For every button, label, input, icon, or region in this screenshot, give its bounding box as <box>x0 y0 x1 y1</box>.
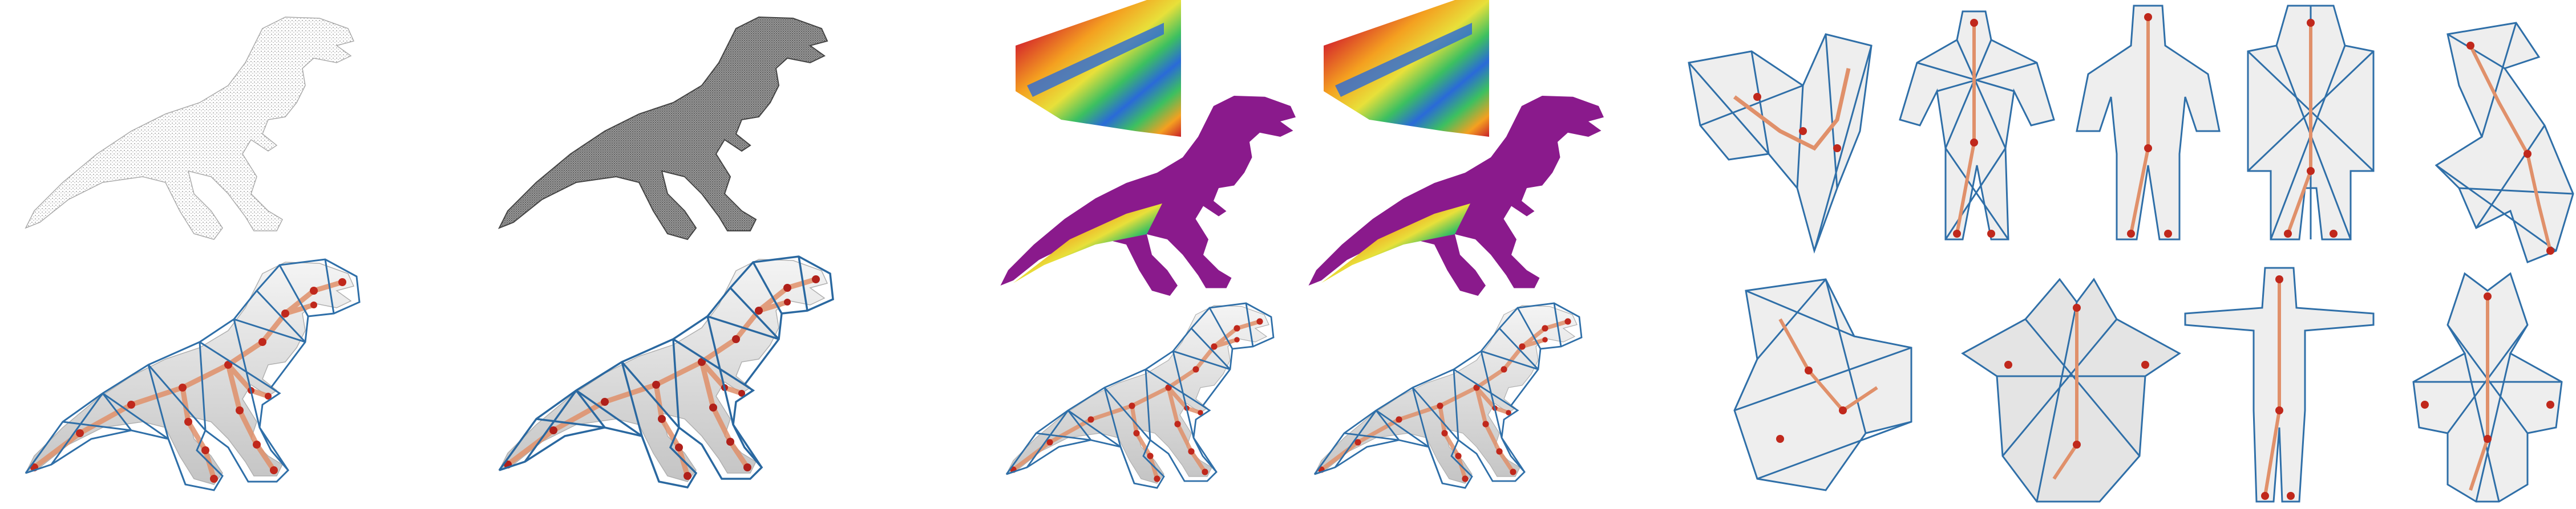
trex-distance-field-icon <box>1000 0 1296 296</box>
human-cage-icon <box>1899 10 2055 241</box>
cage-skeleton-trex-sparse <box>17 251 371 507</box>
tpose-cage-icon <box>2184 267 2375 503</box>
human-cage-icon <box>2076 5 2221 241</box>
cage-skeleton-trex-colormap-a <box>993 296 1289 502</box>
trex-distance-field-icon <box>1308 0 1604 296</box>
colormap-trex-b <box>1301 0 1620 296</box>
trex-cage-skeleton-icon <box>25 258 361 491</box>
dense-pointcloud-trex <box>491 6 844 262</box>
cage-skeleton-trex-colormap-b <box>1301 296 1598 502</box>
trex-cage-skeleton-icon <box>1005 302 1275 489</box>
dragon-cage-icon <box>1688 33 1873 254</box>
raptor-cage-icon <box>2435 22 2574 263</box>
penguin-cage-icon <box>1961 278 2181 503</box>
bear-cage-icon <box>2412 272 2563 503</box>
cage-gallery-icon <box>1688 5 2574 503</box>
trex-cage-skeleton-icon <box>1313 302 1583 489</box>
creature-cage-icon <box>1733 278 1912 491</box>
robot-cage-icon <box>2247 5 2375 241</box>
trex-dense-scan-icon <box>499 17 828 240</box>
gallery-cages <box>1666 0 2576 509</box>
cage-skeleton-trex-dense <box>491 245 844 507</box>
trex-cage-skeleton-icon <box>498 255 834 488</box>
sparse-pointcloud-trex <box>17 6 371 262</box>
colormap-trex-a <box>993 0 1312 296</box>
trex-pointcloud-icon <box>25 17 354 240</box>
